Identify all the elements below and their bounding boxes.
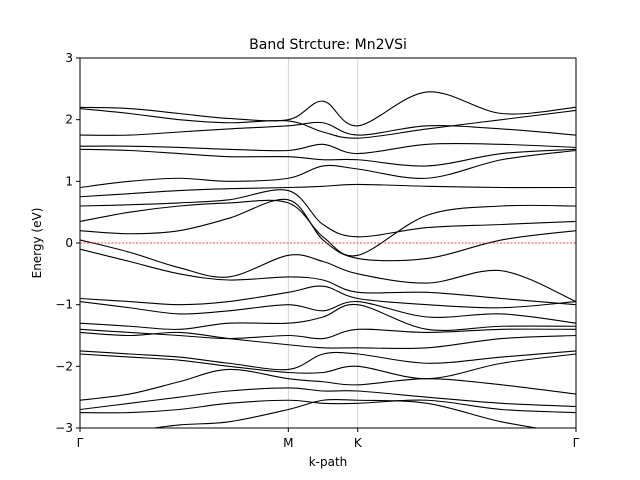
band-18 [80,350,576,371]
y-tick-label-4: 1 [65,174,73,188]
band-2 [80,108,576,139]
chart-title: Band Strcture: Mn2VSi [249,37,407,53]
band-11 [80,239,576,303]
band-10 [80,198,576,262]
band-15 [80,303,576,332]
band-3 [80,121,576,136]
band-22 [80,399,576,414]
band-20 [80,368,576,401]
band-12 [80,248,576,306]
x-tick-label-0: Γ [77,436,84,450]
band-lines [80,91,576,428]
y-tick-label-5: 2 [65,113,73,127]
band-7 [80,183,576,198]
y-axis-label: Energy (eV) [30,208,44,279]
band-19 [80,353,576,380]
band-6 [80,149,576,189]
band-8 [80,189,576,238]
x-tick-label-3: Γ [573,436,580,450]
x-tick-label-1: M [283,436,293,450]
band-17 [80,331,576,350]
band-16 [80,328,576,340]
y-tick-label-0: −3 [55,421,73,435]
y-tick-label-6: 3 [65,51,73,65]
x-tick-label-2: K [354,436,363,450]
band-4 [80,142,576,155]
band-21 [80,387,576,411]
y-tick-label-1: −2 [55,359,73,373]
x-axis-label: k-path [309,455,348,469]
band-9 [80,199,576,257]
band-23 [150,398,540,428]
band-1 [80,91,576,127]
y-tick-label-2: −1 [55,298,73,312]
band-13 [80,285,576,309]
y-tick-label-3: 0 [65,236,73,250]
band-5 [80,148,576,167]
band-14 [80,301,576,324]
y-axis-ticks: −3 −2 −1 0 1 2 3 [55,51,80,435]
